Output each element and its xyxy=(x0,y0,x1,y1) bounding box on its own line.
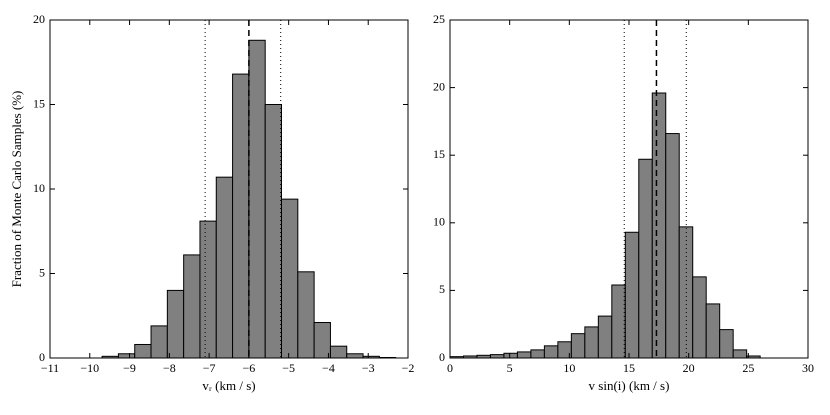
bar xyxy=(329,345,348,359)
y-tick-label: 5 xyxy=(439,282,445,296)
bar xyxy=(503,352,518,359)
bar xyxy=(651,92,667,359)
y-tick-label: 10 xyxy=(33,181,45,195)
bar xyxy=(281,198,299,359)
y-tick-label: 15 xyxy=(433,147,445,161)
bar xyxy=(297,271,315,359)
bar xyxy=(584,326,599,359)
x-tick-label: 30 xyxy=(802,361,814,375)
x-axis-label: vᵣ (km / s) xyxy=(202,378,255,393)
y-tick-label: 25 xyxy=(433,12,445,26)
y-tick-label: 0 xyxy=(39,350,45,364)
x-tick-label: −10 xyxy=(80,361,99,375)
bar xyxy=(665,133,680,359)
x-tick-label: 10 xyxy=(563,361,575,375)
bar xyxy=(232,73,250,359)
x-tick-label: −3 xyxy=(362,361,375,375)
x-tick-label: −4 xyxy=(322,361,335,375)
x-tick-label: 20 xyxy=(683,361,695,375)
x-tick-label: −6 xyxy=(242,361,255,375)
y-tick-label: 15 xyxy=(33,96,45,110)
x-axis-label: v sin(i) (km / s) xyxy=(589,378,670,393)
bar xyxy=(166,289,185,359)
bar xyxy=(346,353,364,359)
bar xyxy=(489,354,505,359)
x-tick-label: −5 xyxy=(282,361,295,375)
bar xyxy=(692,276,707,359)
bar xyxy=(264,104,283,359)
bar xyxy=(543,345,559,359)
x-tick-label: 0 xyxy=(447,361,453,375)
y-tick-label: 5 xyxy=(39,265,45,279)
bar xyxy=(150,325,168,359)
y-axis-label: Fraction of Monte Carlo Samples (%) xyxy=(9,91,24,288)
x-tick-label: 5 xyxy=(507,361,513,375)
bar xyxy=(732,349,748,359)
x-tick-label: 15 xyxy=(623,361,635,375)
bar xyxy=(530,349,545,359)
x-tick-label: −9 xyxy=(123,361,136,375)
bar xyxy=(313,322,331,359)
x-tick-label: −2 xyxy=(402,361,415,375)
bar xyxy=(611,284,626,359)
bar xyxy=(248,39,266,359)
bar xyxy=(199,220,217,359)
x-tick-label: 25 xyxy=(742,361,754,375)
bar xyxy=(215,176,234,359)
y-tick-label: 20 xyxy=(33,12,45,26)
bar xyxy=(516,351,532,359)
x-tick-label: −7 xyxy=(203,361,216,375)
bar xyxy=(624,231,640,359)
bar xyxy=(570,333,586,359)
x-tick-label: −8 xyxy=(163,361,176,375)
bar xyxy=(638,158,653,359)
y-tick-label: 0 xyxy=(439,350,445,364)
bar xyxy=(183,254,201,359)
y-tick-label: 20 xyxy=(433,79,445,93)
bar xyxy=(117,353,136,359)
bar xyxy=(705,303,721,359)
bar xyxy=(134,343,152,359)
y-tick-label: 10 xyxy=(433,215,445,229)
bar xyxy=(597,315,613,359)
bar xyxy=(719,329,734,359)
x-tick-label: −11 xyxy=(41,361,59,375)
